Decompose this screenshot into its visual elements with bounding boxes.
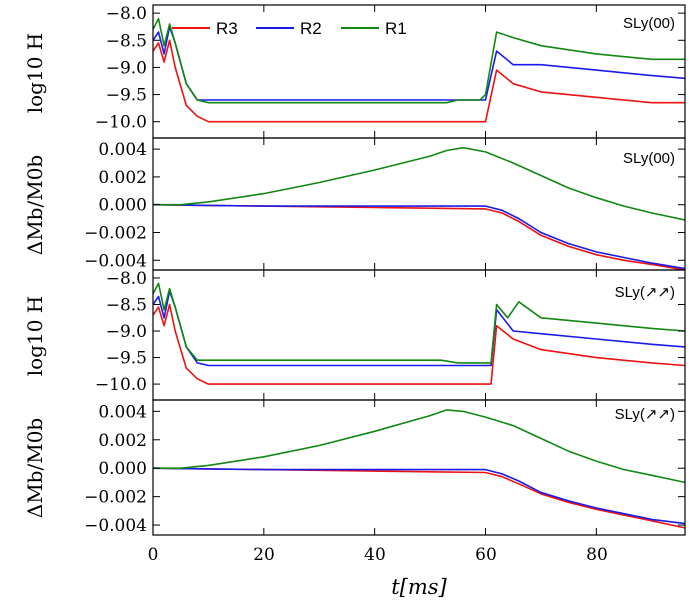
- series-group: [153, 146, 685, 270]
- y-tick-label: −8.0: [106, 269, 147, 289]
- y-tick-label: −10.0: [95, 375, 147, 395]
- panel-bottom: 0.004 0.002 0.000 −0.002 −0.004: [84, 399, 686, 536]
- panel-tag-top: SLy(00): [623, 15, 675, 32]
- series-line-r2: [153, 290, 685, 367]
- x-tick-label: 20: [253, 545, 275, 565]
- y-tick-label: −9.5: [106, 349, 147, 369]
- y-tick-label: −8.0: [106, 4, 147, 24]
- panel-tag-third: SLy(↗↗): [615, 284, 675, 301]
- panels: −8.0 −8.5 −9.0 −9.5 −10.0 0.004 0.002 0.000 −0.0…: [84, 4, 686, 536]
- y-tick-label: −10.0: [95, 113, 147, 133]
- panel-tag-second: SLy(00): [623, 150, 675, 167]
- panel-top: −8.0 −8.5 −9.0 −9.5 −10.0: [95, 4, 686, 139]
- legend-label-r1: R1: [385, 19, 407, 38]
- series-line-r3: [153, 467, 685, 529]
- series-line-r2: [153, 203, 685, 270]
- y-tick-label: −9.0: [106, 322, 147, 342]
- panel-third: −8.0 −8.5 −9.0 −9.5 −10.0: [95, 269, 686, 401]
- y-tick-label: −0.004: [84, 516, 147, 536]
- x-tick-label: 80: [586, 545, 608, 565]
- series-group: [153, 17, 685, 123]
- panel-frame: [152, 399, 686, 536]
- panel-second: 0.004 0.002 0.000 −0.002 −0.004: [84, 137, 686, 271]
- y-tick-label: −0.002: [84, 488, 147, 508]
- x-tick-labels: 0 20 40 60 80: [148, 545, 608, 565]
- series-group: [153, 282, 685, 385]
- series-line-r3: [153, 203, 685, 270]
- y-tick-label: 0.002: [98, 431, 147, 451]
- y-tick-label: −0.002: [84, 223, 147, 243]
- series-line-r1: [153, 146, 685, 221]
- panel-frame: [152, 269, 686, 401]
- x-tick-label: 40: [364, 545, 386, 565]
- legend-label-r2: R2: [300, 19, 322, 38]
- y-tick-label: −8.5: [106, 31, 147, 51]
- legend-label-r3: R3: [216, 19, 238, 38]
- x-axis-label: t[ms]: [391, 575, 447, 599]
- series-line-r1: [153, 282, 685, 364]
- y-tick-label: 0.004: [98, 402, 147, 422]
- y-tick-label: 0.002: [98, 168, 147, 188]
- y-tick-label: 0.004: [98, 140, 147, 160]
- series-line-r2: [153, 467, 685, 525]
- series-group: [153, 409, 685, 529]
- x-tick-label: 60: [475, 545, 497, 565]
- y-tick-label: −8.5: [106, 295, 147, 315]
- y-tick-label: −9.0: [106, 58, 147, 78]
- x-tick-label: 0: [148, 545, 159, 565]
- series-line-r1: [153, 409, 685, 484]
- y-tick-label: 0.000: [98, 459, 147, 479]
- y-tick-label: −0.004: [84, 251, 147, 271]
- y-label-second: ΔMb/M0b: [23, 155, 47, 255]
- legend: R3 R2 R1: [172, 19, 407, 38]
- y-label-top: log10 H: [23, 33, 47, 114]
- panel-frame: [152, 137, 686, 271]
- y-label-third: log10 H: [23, 296, 47, 377]
- series-line-r1: [153, 17, 685, 104]
- series-line-r3: [153, 303, 685, 385]
- y-tick-label: −9.5: [106, 86, 147, 106]
- y-label-bottom: ΔMb/M0b: [23, 418, 47, 518]
- series-line-r3: [153, 39, 685, 123]
- y-tick-label: 0.000: [98, 196, 147, 216]
- panel-tag-bottom: SLy(↗↗): [615, 406, 675, 423]
